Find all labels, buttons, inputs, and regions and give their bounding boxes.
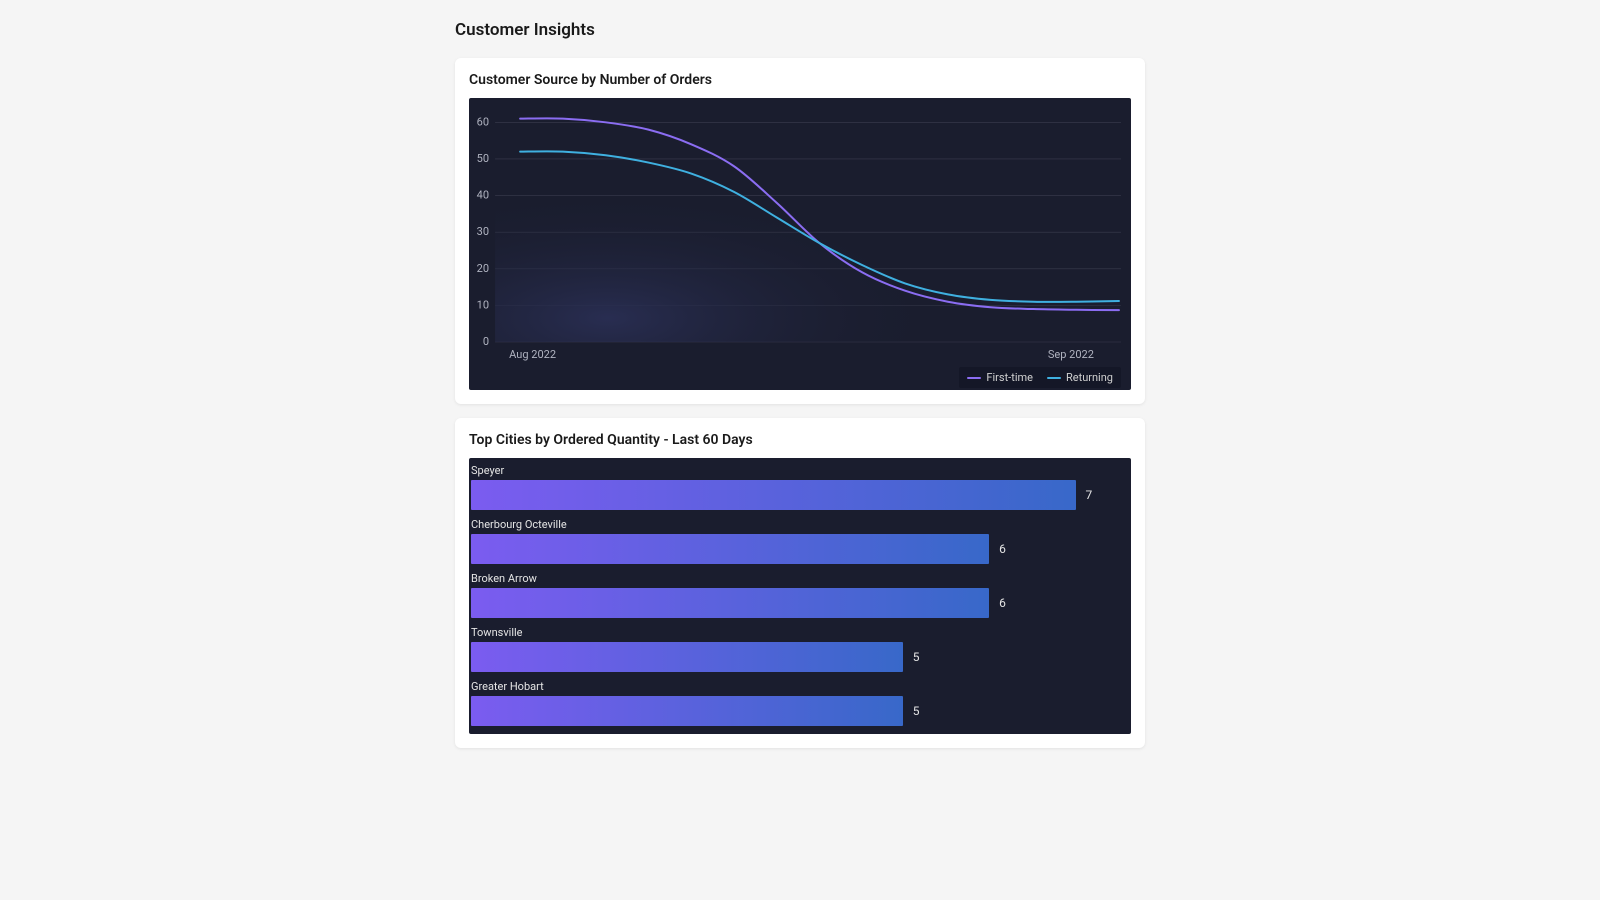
bar-track: 5 — [471, 642, 1121, 672]
svg-text:0: 0 — [483, 335, 489, 348]
bar-value: 5 — [913, 650, 920, 664]
svg-text:Sep 2022: Sep 2022 — [1048, 348, 1094, 361]
bar-track: 6 — [471, 534, 1121, 564]
page-title: Customer Insights — [455, 20, 1145, 40]
legend-item[interactable]: First-time — [967, 371, 1033, 384]
bar-label: Speyer — [471, 464, 1121, 477]
svg-text:30: 30 — [477, 225, 489, 238]
bar-row: Broken Arrow 6 — [469, 572, 1131, 618]
bar-fill — [471, 480, 1076, 510]
svg-text:10: 10 — [477, 298, 489, 311]
bar-label: Greater Hobart — [471, 680, 1121, 693]
top-cities-card: Top Cities by Ordered Quantity - Last 60… — [455, 418, 1145, 748]
legend-swatch — [1047, 377, 1061, 379]
bar-label: Cherbourg Octeville — [471, 518, 1121, 531]
top-cities-title: Top Cities by Ordered Quantity - Last 60… — [469, 432, 1131, 448]
customer-source-card: Customer Source by Number of Orders 0 10 2… — [455, 58, 1145, 404]
bar-fill — [471, 534, 989, 564]
bar-row: Townsville 5 — [469, 626, 1131, 672]
bar-value: 6 — [999, 596, 1006, 610]
bar-label: Broken Arrow — [471, 572, 1121, 585]
svg-text:40: 40 — [477, 189, 489, 202]
bar-value: 6 — [999, 542, 1006, 556]
customer-source-title: Customer Source by Number of Orders — [469, 72, 1131, 88]
bar-track: 6 — [471, 588, 1121, 618]
svg-text:20: 20 — [477, 262, 489, 275]
bar-track: 7 — [471, 480, 1121, 510]
top-cities-chart: Speyer 7 Cherbourg Octeville 6 Broken Arrow 6… — [469, 458, 1131, 734]
legend-swatch — [967, 377, 981, 379]
bar-row: Cherbourg Octeville 6 — [469, 518, 1131, 564]
bar-value: 5 — [913, 704, 920, 718]
bar-row: Speyer 7 — [469, 464, 1131, 510]
svg-text:50: 50 — [477, 152, 489, 165]
bar-label: Townsville — [471, 626, 1121, 639]
bar-fill — [471, 588, 989, 618]
bar-value: 7 — [1086, 488, 1093, 502]
dashboard-container: Customer Insights Customer Source by Num… — [455, 0, 1145, 748]
customer-source-chart: 0 10 20 30 40 50 60 Aug 2022 Sep 2022 First-time… — [469, 98, 1131, 390]
bar-fill — [471, 696, 903, 726]
svg-text:60: 60 — [477, 115, 489, 128]
bar-fill — [471, 642, 903, 672]
legend-item[interactable]: Returning — [1047, 371, 1113, 384]
chart-legend: First-time Returning — [959, 367, 1121, 388]
legend-label: Returning — [1066, 371, 1113, 384]
svg-text:Aug 2022: Aug 2022 — [509, 348, 556, 361]
legend-label: First-time — [986, 371, 1033, 384]
bar-track: 5 — [471, 696, 1121, 726]
bar-row: Greater Hobart 5 — [469, 680, 1131, 726]
